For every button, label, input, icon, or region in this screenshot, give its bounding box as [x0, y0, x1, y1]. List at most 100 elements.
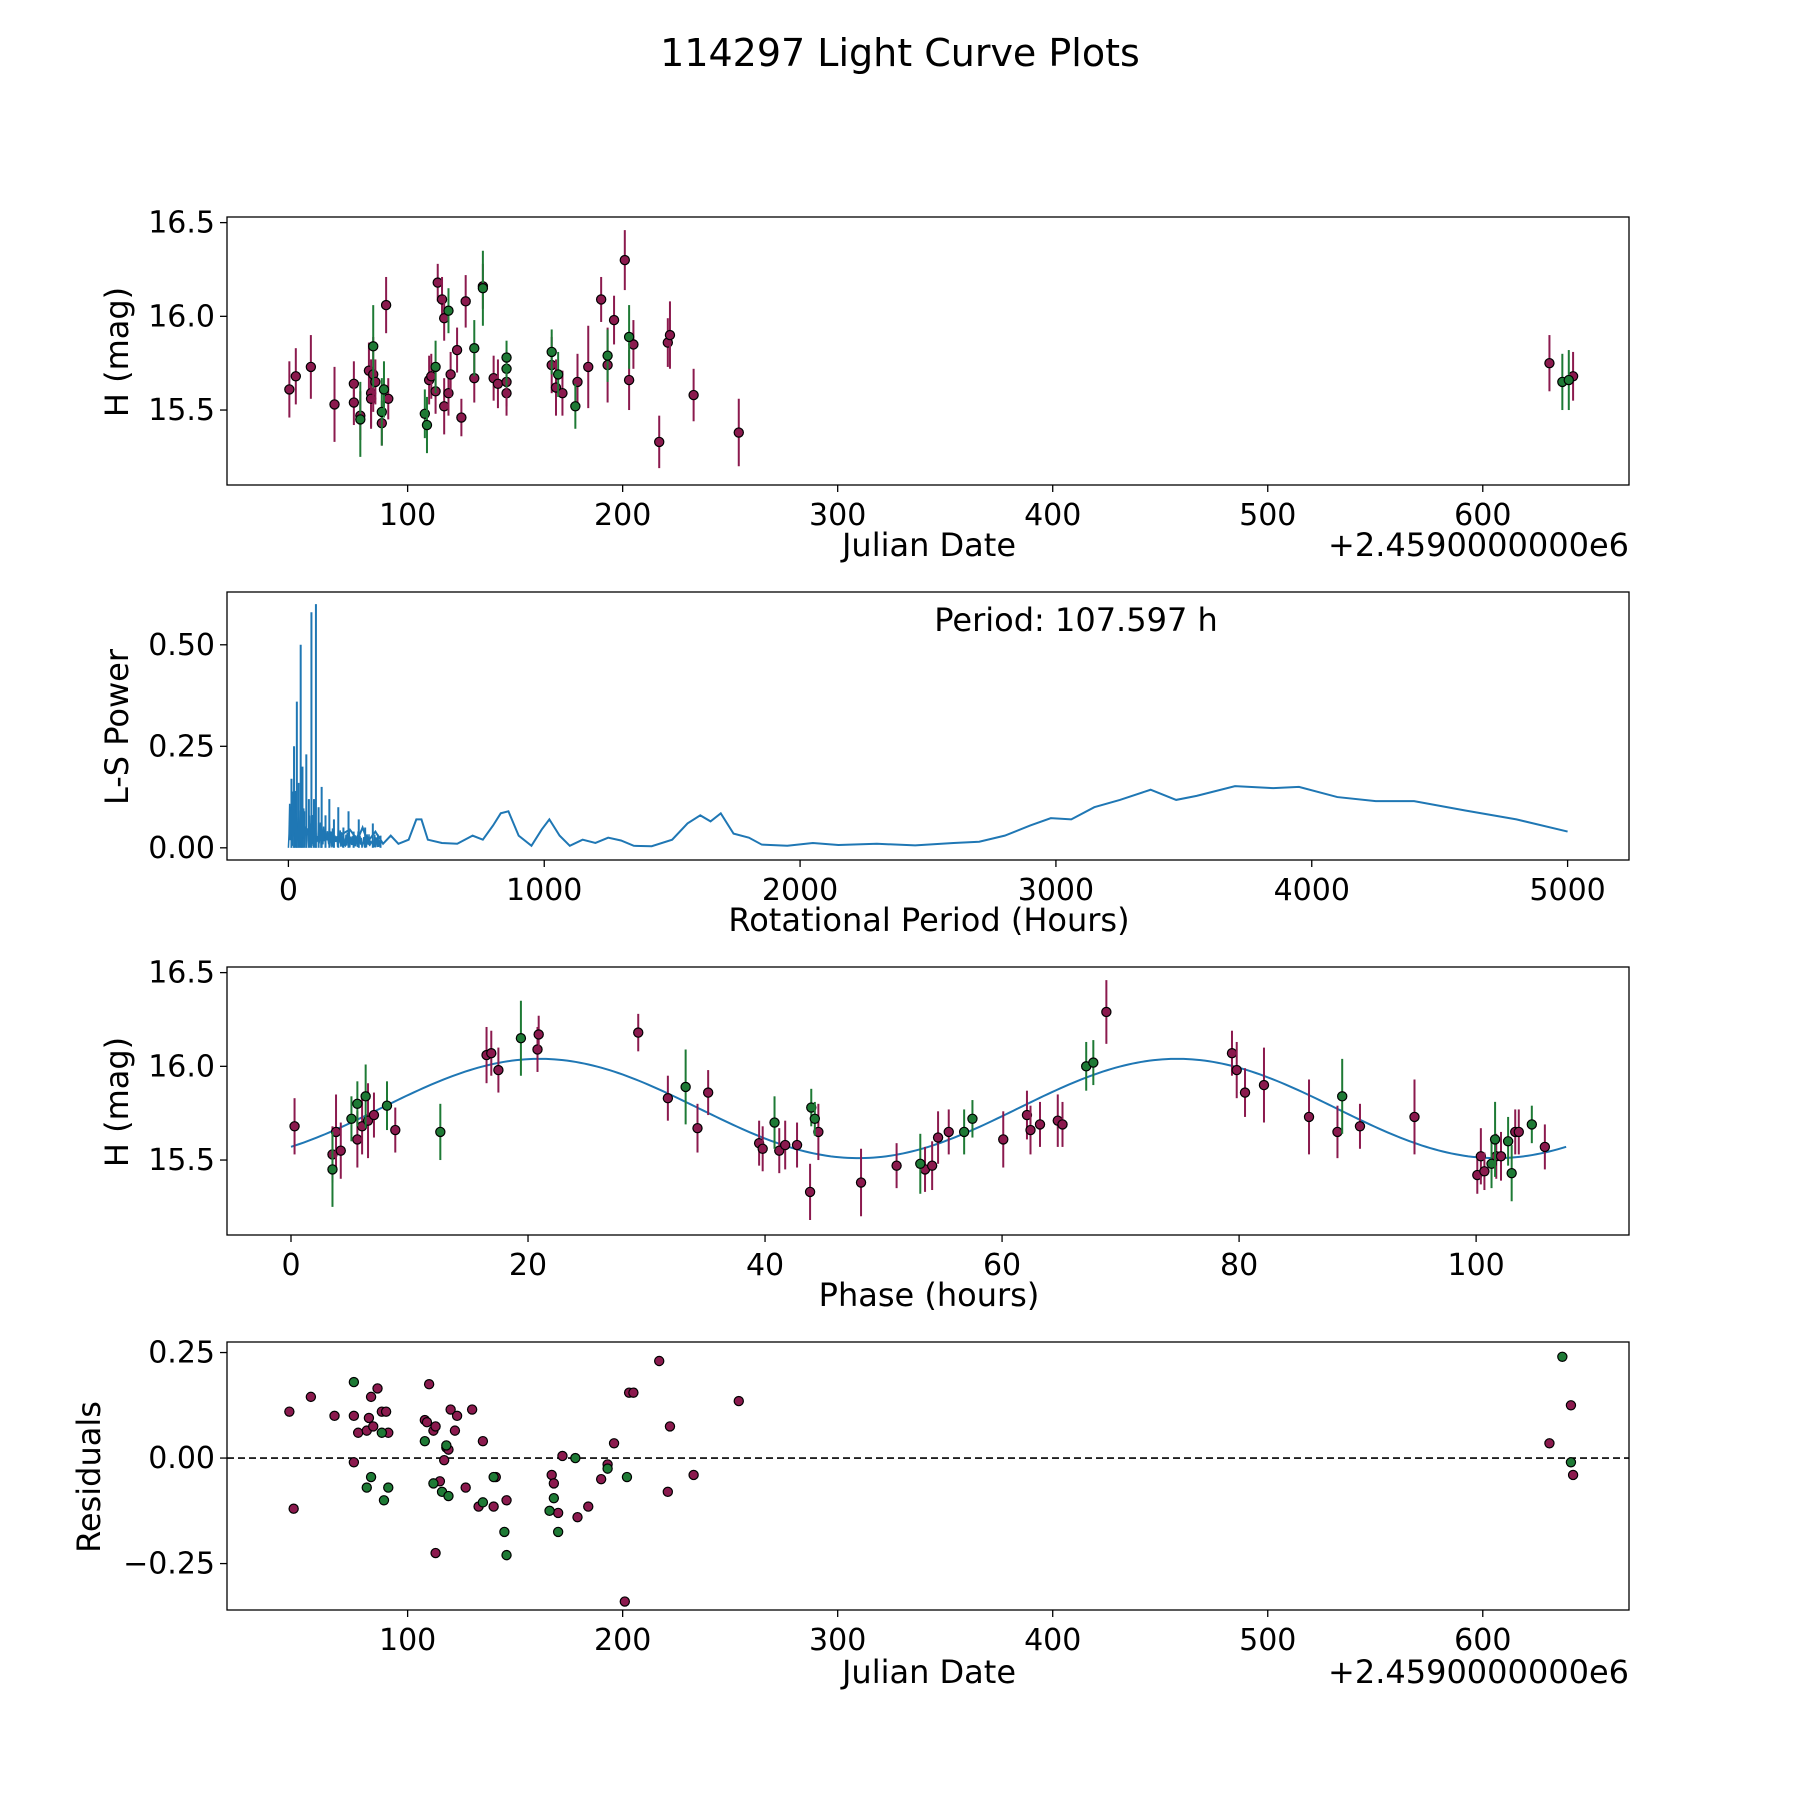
figure-title: 114297 Light Curve Plots — [660, 31, 1140, 75]
residuals-point-green — [428, 1478, 439, 1489]
phased-point-green — [352, 1098, 363, 1110]
phased-point-magenta — [1475, 1151, 1487, 1162]
lightcurve-point-magenta — [619, 254, 631, 266]
phased-point-green — [381, 1100, 393, 1111]
phased-ylabel: H (mag) — [98, 1037, 136, 1167]
phased-point-magenta — [791, 1139, 803, 1151]
residuals-point-green — [621, 1471, 633, 1483]
phased-point-magenta — [633, 1027, 644, 1038]
phased-point-green — [327, 1164, 338, 1175]
phased-xtick-label: 40 — [746, 1248, 784, 1283]
lightcurve-point-magenta — [284, 384, 295, 395]
residuals-point-magenta — [438, 1454, 450, 1466]
phased-point-magenta — [533, 1029, 544, 1040]
residuals-ytick-label: 0.25 — [148, 1336, 215, 1371]
residuals-point-magenta — [572, 1511, 583, 1523]
residuals-plot-area — [227, 1351, 1629, 1607]
residuals-point-magenta — [595, 1473, 607, 1485]
phased-point-magenta — [1479, 1166, 1490, 1177]
phased-point-green — [1088, 1057, 1099, 1068]
residuals-point-green — [501, 1549, 512, 1561]
periodogram-xtick-label: 4000 — [1274, 873, 1350, 908]
residuals-point-magenta — [552, 1507, 564, 1519]
phased-model-curve — [290, 1057, 1567, 1160]
residuals-ylabel: Residuals — [70, 1401, 108, 1553]
residuals-point-magenta — [365, 1391, 377, 1403]
residuals-point-green — [443, 1490, 454, 1502]
phased-point-magenta — [1354, 1121, 1366, 1132]
lightcurve-xtick-label: 100 — [379, 498, 436, 533]
residuals-point-magenta — [583, 1501, 594, 1512]
lightcurve-ytick-label: 16.5 — [148, 206, 215, 241]
residuals-point-magenta — [329, 1410, 340, 1422]
lightcurve-point-magenta — [370, 376, 381, 388]
phased-point-magenta — [813, 1126, 824, 1138]
residuals-point-magenta — [348, 1410, 360, 1422]
residuals-xlabel: Julian Date — [840, 1653, 1016, 1691]
residuals-point-magenta — [1544, 1438, 1555, 1449]
lightcurve-point-magenta — [305, 361, 317, 373]
residuals-point-green — [383, 1482, 394, 1493]
periodogram-xtick-label: 0 — [279, 873, 298, 908]
lightcurve-xtick-label: 300 — [809, 498, 866, 533]
lightcurve-point-magenta — [426, 371, 437, 382]
lightcurve-point-green — [623, 331, 635, 343]
phased-point-magenta — [1539, 1141, 1551, 1153]
lightcurve-point-magenta — [290, 371, 302, 382]
phased-point-green — [680, 1081, 691, 1093]
residuals-panel: Julian Date Residuals +2.4590000000e6 10… — [70, 1336, 1630, 1691]
lightcurve-point-magenta — [623, 374, 635, 386]
periodogram-panel: Rotational Period (Hours) L-S Power Peri… — [98, 591, 1630, 939]
residuals-point-magenta — [368, 1421, 379, 1432]
lightcurve-xtick-label: 400 — [1024, 498, 1081, 533]
lightcurve-point-magenta — [380, 299, 392, 311]
phased-point-green — [515, 1033, 527, 1044]
residuals-point-magenta — [662, 1486, 674, 1498]
phased-point-magenta — [352, 1134, 363, 1145]
lightcurve-point-green — [501, 352, 512, 363]
residuals-xtick-label: 300 — [809, 1623, 866, 1658]
lightcurve-point-magenta — [1544, 357, 1555, 369]
residuals-point-magenta — [430, 1547, 441, 1559]
residuals-xtick-label: 400 — [1024, 1623, 1081, 1658]
lightcurve-point-magenta — [654, 436, 665, 448]
residuals-point-magenta — [449, 1425, 461, 1436]
lightcurve-point-green — [419, 408, 431, 419]
residuals-xtick-label: 100 — [379, 1623, 436, 1658]
lightcurve-point-green — [469, 342, 480, 354]
lightcurve-point-magenta — [365, 393, 377, 404]
lightcurve-point-green — [430, 361, 441, 373]
residuals-point-magenta — [733, 1395, 744, 1407]
residuals-ytick-label: −0.25 — [123, 1547, 215, 1582]
lightcurve-frame — [226, 216, 1630, 486]
residuals-point-magenta — [423, 1379, 435, 1390]
residuals-point-green — [441, 1440, 452, 1451]
periodogram-xtick-label: 1000 — [506, 873, 582, 908]
lightcurve-ylabel: H (mag) — [98, 287, 136, 417]
residuals-point-green — [548, 1492, 560, 1504]
phased-point-green — [1502, 1136, 1514, 1147]
phased-point-green — [1506, 1167, 1517, 1179]
phased-ytick-label: 16.0 — [148, 1049, 215, 1084]
lightcurve-point-magenta — [460, 296, 471, 307]
phased-xtick-label: 20 — [509, 1248, 547, 1283]
residuals-point-magenta — [445, 1404, 456, 1415]
residuals-point-magenta — [619, 1596, 631, 1607]
phased-point-magenta — [926, 1160, 938, 1171]
phased-point-magenta — [493, 1064, 504, 1076]
residuals-point-magenta — [488, 1501, 499, 1512]
residuals-point-magenta — [352, 1427, 364, 1438]
lightcurve-point-green — [376, 406, 388, 418]
phased-plot-area — [289, 980, 1567, 1221]
residuals-point-green — [488, 1471, 499, 1483]
residuals-point-green — [348, 1376, 360, 1388]
lightcurve-point-magenta — [557, 387, 568, 399]
lightcurve-point-green — [421, 419, 433, 431]
phased-point-magenta — [390, 1124, 401, 1136]
phased-point-green — [1526, 1119, 1538, 1130]
lightcurve-point-magenta — [438, 401, 450, 412]
lightcurve-point-green — [355, 414, 366, 425]
phased-point-magenta — [702, 1087, 714, 1098]
phased-point-magenta — [855, 1177, 867, 1188]
